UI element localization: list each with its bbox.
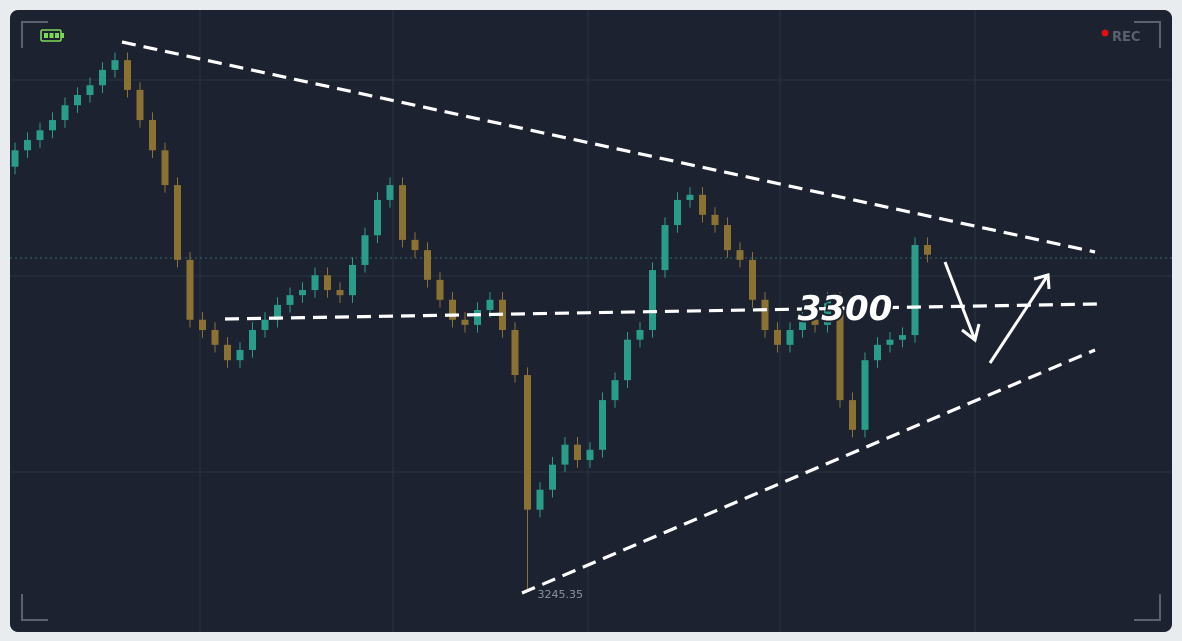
candle-body bbox=[524, 375, 531, 510]
candle-body bbox=[49, 120, 56, 131]
candle-body bbox=[186, 259, 194, 320]
candle-body bbox=[599, 400, 606, 450]
candle-body bbox=[74, 94, 81, 106]
candle-body bbox=[11, 150, 19, 167]
candle-body bbox=[724, 225, 731, 251]
candle-body bbox=[86, 85, 94, 95]
candle-body bbox=[849, 400, 856, 430]
low-label: 3245.35 bbox=[538, 588, 584, 601]
trend-line bbox=[224, 302, 1098, 321]
candle-body bbox=[199, 319, 206, 330]
candle-body bbox=[461, 319, 469, 325]
candle-body bbox=[124, 60, 131, 90]
candle-body bbox=[386, 185, 394, 200]
candle-body bbox=[99, 69, 106, 86]
candle-body bbox=[674, 199, 681, 226]
candle-body bbox=[924, 244, 931, 255]
candle-body bbox=[624, 339, 631, 381]
candle-body bbox=[399, 185, 406, 240]
trend-line bbox=[521, 348, 1096, 595]
candle-body bbox=[911, 244, 919, 336]
candle-body bbox=[411, 239, 419, 251]
candle-body bbox=[824, 299, 831, 325]
corner bbox=[21, 21, 48, 48]
candle-body bbox=[836, 299, 844, 401]
candle-body bbox=[24, 140, 31, 151]
candle-body bbox=[486, 299, 494, 311]
candle-body bbox=[474, 310, 481, 325]
candle-body bbox=[874, 344, 881, 361]
candle-body bbox=[649, 270, 656, 330]
candle-body bbox=[374, 199, 381, 236]
candle-body bbox=[299, 290, 306, 296]
candle-body bbox=[274, 304, 281, 320]
candle-body bbox=[149, 120, 156, 151]
candle-body bbox=[886, 339, 894, 345]
candle-body bbox=[249, 329, 256, 350]
corner bbox=[1134, 21, 1161, 48]
candle-body bbox=[711, 214, 719, 226]
candle-body bbox=[699, 194, 706, 215]
arrow-down bbox=[943, 261, 981, 343]
candle-body bbox=[61, 105, 69, 121]
candle-body bbox=[786, 329, 794, 345]
candle-body bbox=[236, 349, 244, 361]
candle-body bbox=[361, 235, 369, 265]
candles: 3245.35 bbox=[11, 52, 931, 601]
overlay: REC bbox=[21, 21, 1161, 621]
candle-body bbox=[661, 225, 669, 271]
candle-body bbox=[311, 275, 319, 291]
candle-body bbox=[449, 299, 456, 320]
candle-body bbox=[336, 290, 344, 296]
corner bbox=[21, 594, 48, 621]
candle-body bbox=[511, 329, 519, 376]
arrow-up bbox=[988, 273, 1051, 364]
candle-body bbox=[261, 319, 269, 330]
grid bbox=[10, 10, 1172, 632]
trend-line bbox=[121, 40, 1096, 254]
candle-body bbox=[736, 250, 744, 260]
candle-body bbox=[174, 185, 181, 260]
candle-body bbox=[586, 449, 594, 461]
candle-body bbox=[636, 329, 644, 340]
candle-body bbox=[211, 329, 219, 345]
candle-body bbox=[424, 250, 431, 280]
candle-body bbox=[561, 444, 569, 465]
candle-body bbox=[436, 279, 444, 300]
candle-body bbox=[749, 259, 756, 300]
rec-label: REC bbox=[1112, 30, 1140, 45]
level-annotation: 3300 bbox=[798, 289, 893, 329]
battery-icon bbox=[40, 29, 64, 42]
candle-body bbox=[574, 444, 581, 461]
candle-body bbox=[224, 344, 231, 361]
candle-body bbox=[536, 489, 544, 510]
chart-panel bbox=[10, 10, 1172, 632]
candle-body bbox=[611, 380, 619, 401]
candle-body bbox=[136, 89, 144, 121]
candle-body bbox=[549, 464, 556, 490]
candle-body bbox=[761, 299, 769, 330]
candle-body bbox=[899, 335, 906, 340]
corner bbox=[1134, 594, 1161, 621]
candle-body bbox=[286, 295, 294, 305]
candle-body bbox=[799, 319, 806, 330]
candle-body bbox=[774, 329, 781, 345]
rec-dot bbox=[1101, 29, 1109, 37]
candle-body bbox=[111, 60, 119, 70]
candle-body bbox=[161, 150, 169, 186]
candle-body bbox=[349, 264, 356, 296]
candle-body bbox=[36, 130, 44, 141]
candle-body bbox=[324, 275, 331, 291]
candle-body bbox=[686, 194, 694, 200]
candle-body bbox=[811, 319, 819, 325]
candle-body bbox=[861, 360, 869, 430]
annotations: 3300 bbox=[121, 40, 1098, 595]
